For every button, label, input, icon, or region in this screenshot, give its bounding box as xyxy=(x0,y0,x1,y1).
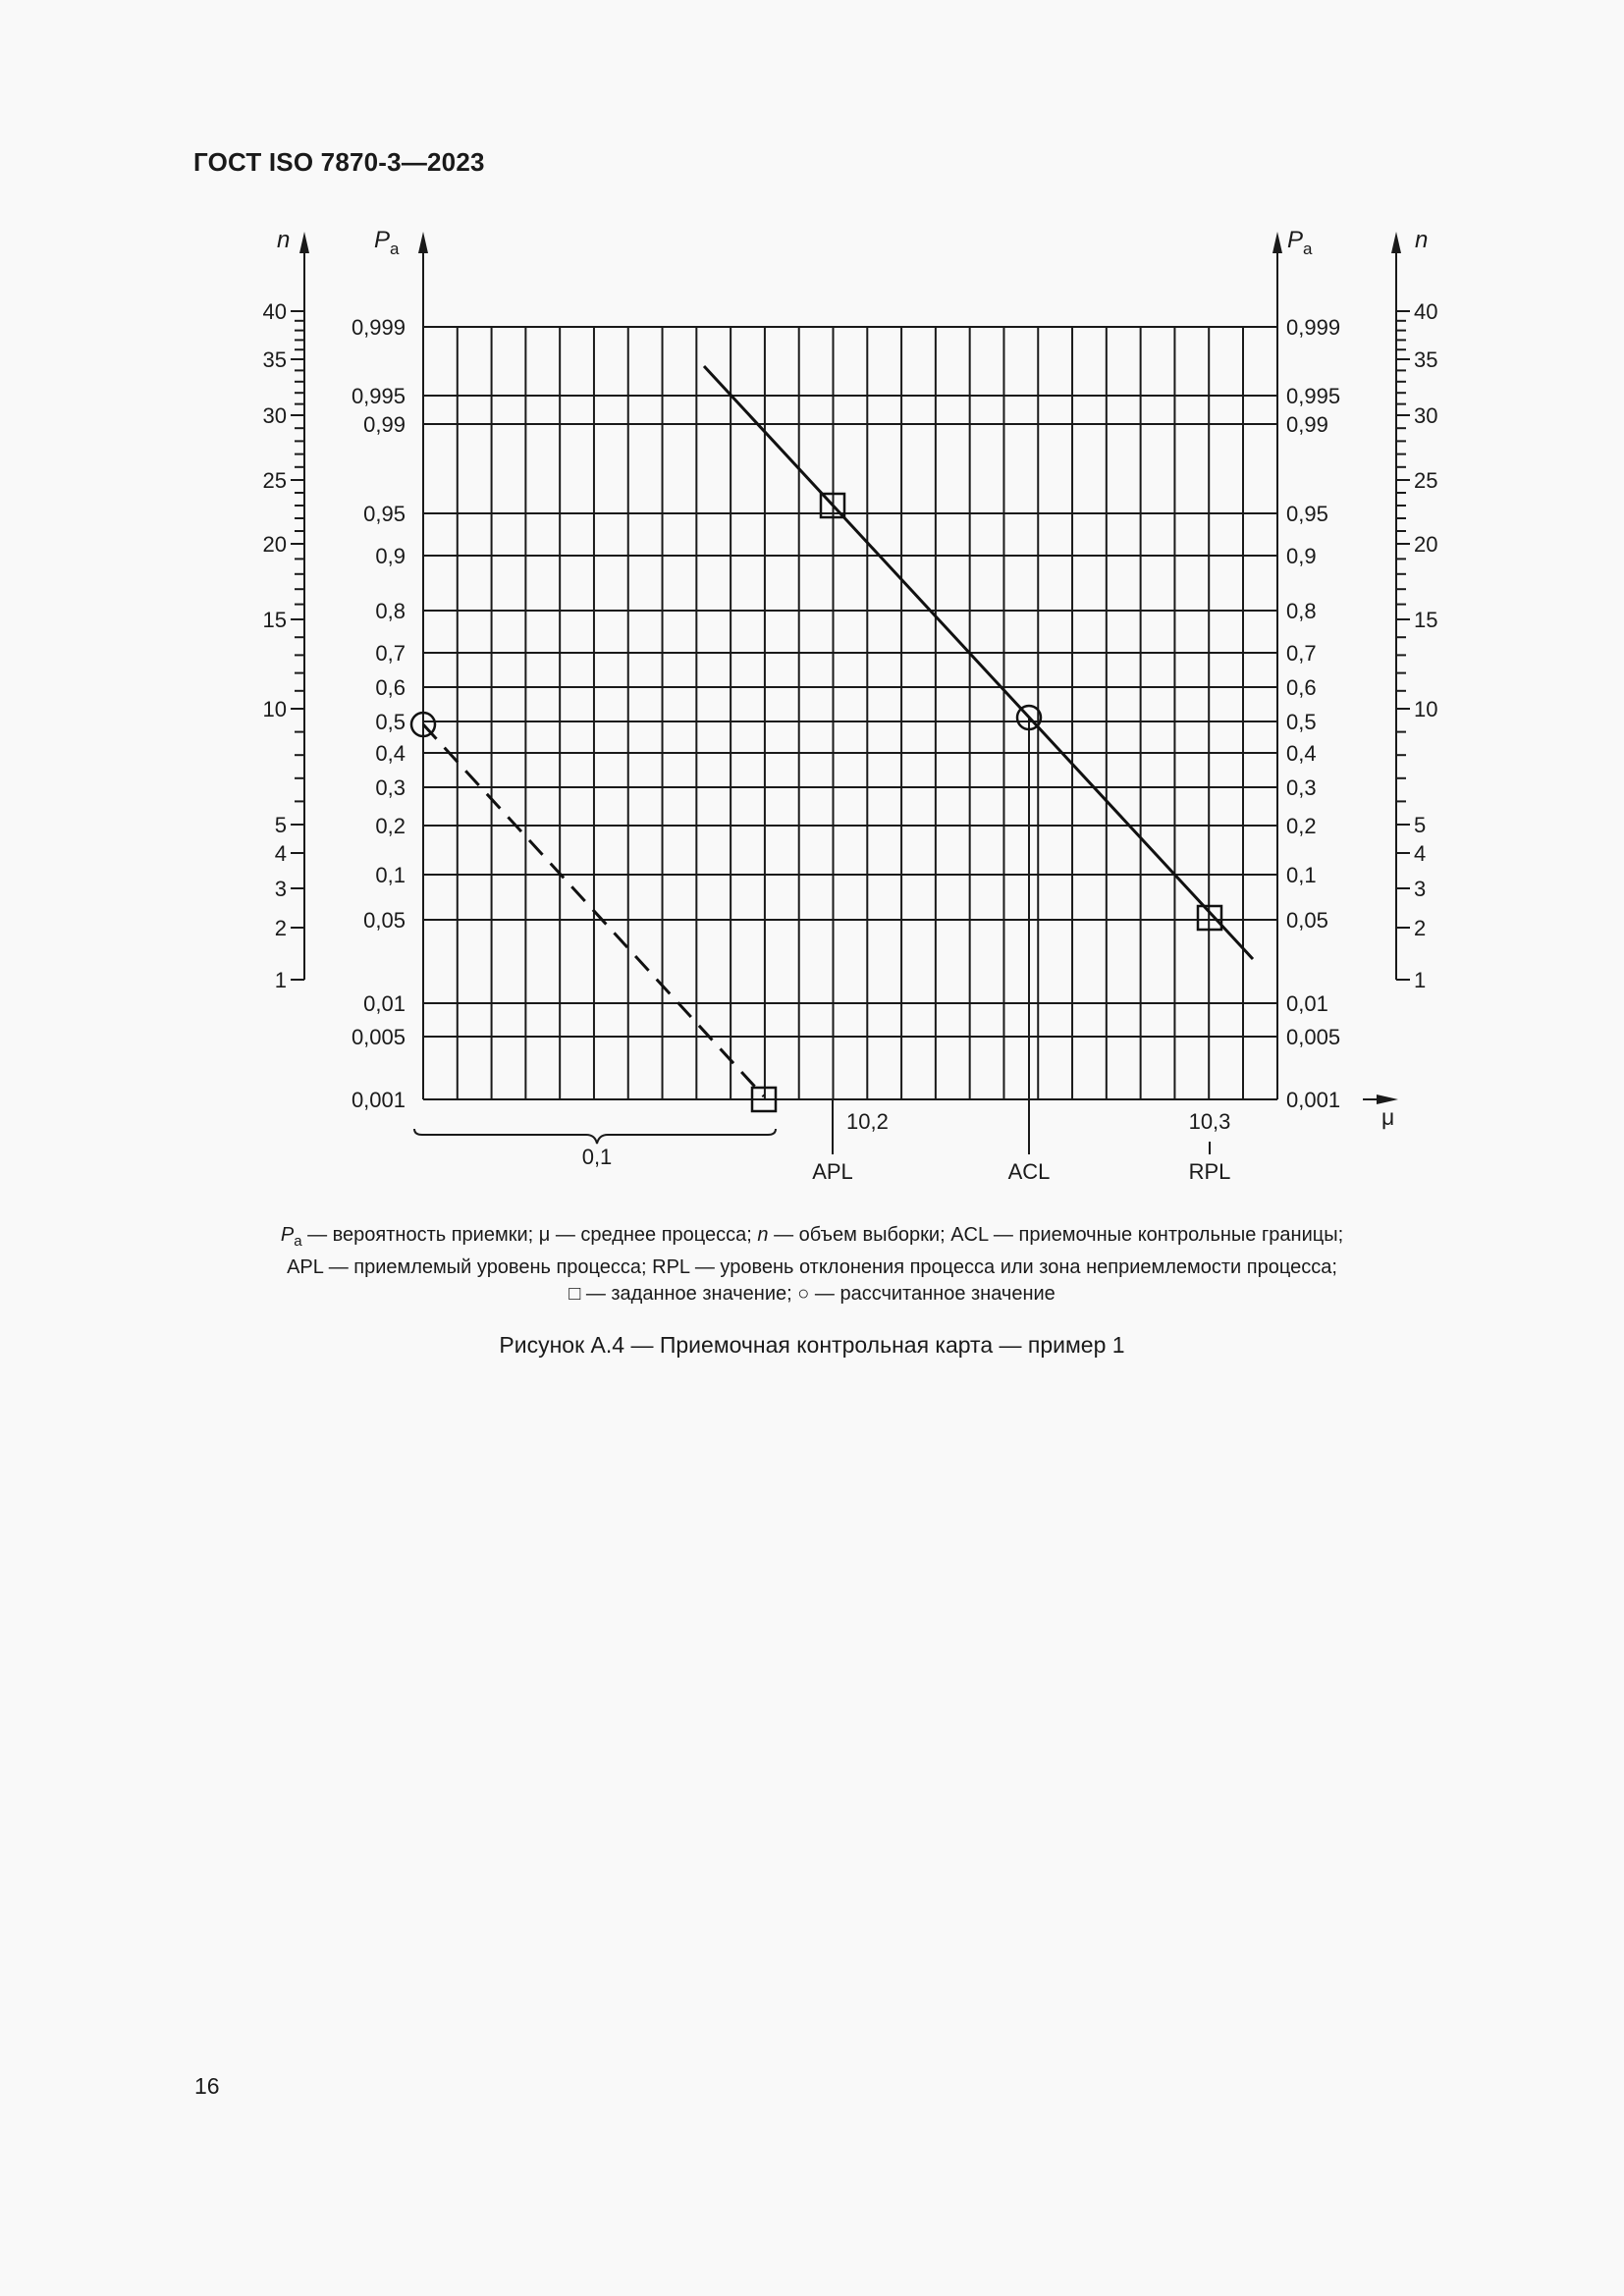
svg-text:0,001: 0,001 xyxy=(352,1088,406,1112)
svg-text:0,6: 0,6 xyxy=(375,675,406,700)
svg-text:P: P xyxy=(374,227,390,253)
svg-text:0,8: 0,8 xyxy=(1286,599,1317,623)
figure-legend: Pa — вероятность приемки; μ — среднее пр… xyxy=(196,1222,1428,1308)
chart-grid xyxy=(422,326,1277,1100)
legend-text: — объем выборки; ACL — приемочные контро… xyxy=(768,1224,1344,1246)
svg-text:0,01: 0,01 xyxy=(363,991,406,1016)
svg-text:5: 5 xyxy=(275,813,287,837)
svg-text:20: 20 xyxy=(263,532,287,557)
svg-text:0,4: 0,4 xyxy=(375,741,406,766)
svg-text:2: 2 xyxy=(275,916,287,940)
svg-text:4: 4 xyxy=(275,841,287,866)
svg-text:1: 1 xyxy=(275,968,287,992)
svg-text:ACL: ACL xyxy=(1008,1159,1051,1184)
svg-text:10,3: 10,3 xyxy=(1189,1109,1231,1134)
svg-text:0,2: 0,2 xyxy=(375,814,406,838)
page-number: 16 xyxy=(194,2073,220,2099)
svg-text:0,1: 0,1 xyxy=(582,1145,613,1169)
svg-text:0,95: 0,95 xyxy=(1286,502,1328,526)
svg-text:0,7: 0,7 xyxy=(375,641,406,666)
svg-text:n: n xyxy=(1415,227,1428,253)
svg-text:0,05: 0,05 xyxy=(363,908,406,933)
svg-text:20: 20 xyxy=(1414,532,1437,557)
pa-subscript: a xyxy=(294,1233,302,1250)
svg-text:n: n xyxy=(277,227,290,253)
svg-text:15: 15 xyxy=(1414,608,1437,632)
svg-text:0,01: 0,01 xyxy=(1286,991,1328,1016)
svg-text:0,95: 0,95 xyxy=(363,502,406,526)
svg-text:3: 3 xyxy=(275,877,287,901)
svg-text:40: 40 xyxy=(263,299,287,324)
svg-text:0,3: 0,3 xyxy=(375,775,406,800)
svg-text:0,5: 0,5 xyxy=(375,710,406,734)
svg-text:0,2: 0,2 xyxy=(1286,814,1317,838)
svg-text:40: 40 xyxy=(1414,299,1437,324)
svg-text:APL: APL xyxy=(812,1159,853,1184)
svg-text:25: 25 xyxy=(263,468,287,493)
svg-text:a: a xyxy=(390,240,400,258)
legend-text: — вероятность приемки; μ — среднее проце… xyxy=(301,1224,758,1246)
svg-text:0,6: 0,6 xyxy=(1286,675,1317,700)
svg-text:0,5: 0,5 xyxy=(1286,710,1317,734)
svg-text:3: 3 xyxy=(1414,877,1426,901)
legend-line-3: □ — заданное значение; ○ — рассчитанное … xyxy=(568,1283,1056,1305)
svg-text:P: P xyxy=(1287,227,1303,253)
svg-text:0,4: 0,4 xyxy=(1286,741,1317,766)
document-header-title: ГОСТ ISO 7870-3—2023 xyxy=(193,147,485,177)
svg-text:0,999: 0,999 xyxy=(1286,315,1340,340)
svg-text:0,99: 0,99 xyxy=(363,412,406,437)
svg-text:0,1: 0,1 xyxy=(1286,863,1317,887)
svg-text:RPL: RPL xyxy=(1189,1159,1231,1184)
n-symbol: n xyxy=(757,1224,769,1246)
svg-text:0,05: 0,05 xyxy=(1286,908,1328,933)
svg-text:25: 25 xyxy=(1414,468,1437,493)
svg-text:35: 35 xyxy=(263,347,287,372)
svg-text:10: 10 xyxy=(1414,697,1437,721)
legend-line-1: Pa — вероятность приемки; μ — среднее пр… xyxy=(196,1222,1428,1255)
svg-text:0,1: 0,1 xyxy=(375,863,406,887)
svg-text:0,005: 0,005 xyxy=(1286,1025,1340,1049)
legend-line-2: APL — приемлемый уровень процесса; RPL —… xyxy=(287,1256,1337,1278)
svg-text:0,9: 0,9 xyxy=(375,544,406,568)
chart-axes xyxy=(291,232,1410,1154)
svg-text:0,001: 0,001 xyxy=(1286,1088,1340,1112)
svg-text:2: 2 xyxy=(1414,916,1426,940)
figure-caption: Рисунок А.4 — Приемочная контрольная кар… xyxy=(499,1332,1125,1358)
svg-text:4: 4 xyxy=(1414,841,1426,866)
svg-text:0,995: 0,995 xyxy=(1286,384,1340,408)
svg-text:30: 30 xyxy=(263,403,287,428)
svg-text:0,7: 0,7 xyxy=(1286,641,1317,666)
pa-symbol: P xyxy=(280,1224,295,1246)
svg-text:μ: μ xyxy=(1381,1104,1394,1130)
svg-text:10: 10 xyxy=(263,697,287,721)
svg-text:0,005: 0,005 xyxy=(352,1025,406,1049)
chart-series xyxy=(409,364,1255,1113)
svg-text:1: 1 xyxy=(1414,968,1426,992)
svg-text:a: a xyxy=(1303,240,1313,258)
svg-text:0,3: 0,3 xyxy=(1286,775,1317,800)
svg-text:5: 5 xyxy=(1414,813,1426,837)
svg-text:35: 35 xyxy=(1414,347,1437,372)
svg-text:10,2: 10,2 xyxy=(846,1109,889,1134)
svg-text:15: 15 xyxy=(263,608,287,632)
svg-text:0,999: 0,999 xyxy=(352,315,406,340)
svg-text:30: 30 xyxy=(1414,403,1437,428)
svg-text:0,8: 0,8 xyxy=(375,599,406,623)
svg-text:0,995: 0,995 xyxy=(352,384,406,408)
svg-text:0,9: 0,9 xyxy=(1286,544,1317,568)
svg-text:0,99: 0,99 xyxy=(1286,412,1328,437)
